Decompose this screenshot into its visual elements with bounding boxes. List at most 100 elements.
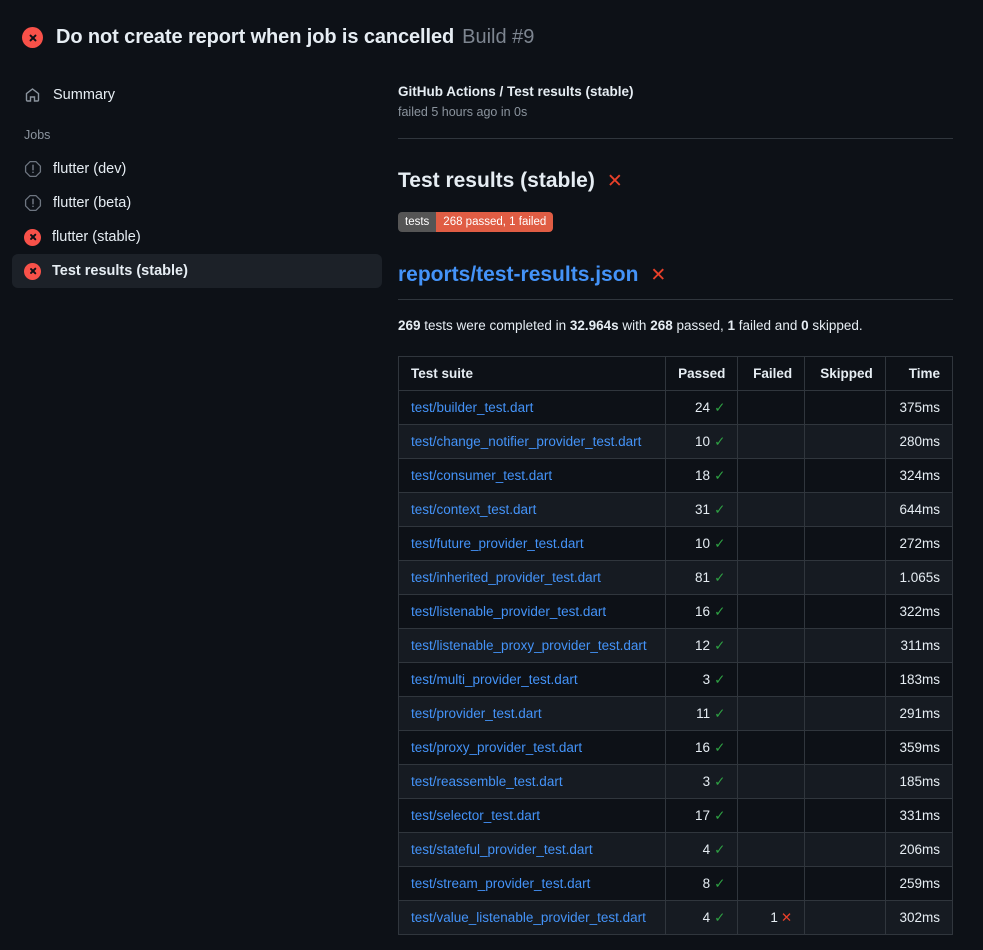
summary-total: 269 xyxy=(398,318,421,333)
cell-test-suite: test/listenable_proxy_provider_test.dart xyxy=(397,628,667,664)
cell-test-suite: test/future_provider_test.dart xyxy=(397,526,667,562)
test-suite-link[interactable]: test/builder_test.dart xyxy=(411,400,534,416)
cell-failed xyxy=(737,832,806,868)
cell-passed-value: 31 xyxy=(695,501,711,517)
cell-passed-value: 12 xyxy=(695,637,711,653)
sidebar-section-jobs: Jobs xyxy=(24,128,51,142)
test-suite-link[interactable]: test/consumer_test.dart xyxy=(411,468,553,484)
cell-skipped xyxy=(804,526,886,562)
cell-time-value: 324ms xyxy=(899,468,940,484)
summary-text-1: tests were completed in xyxy=(420,318,570,333)
check-icon: ✓ xyxy=(714,501,726,518)
cell-time-value: 280ms xyxy=(899,434,940,450)
sidebar-item-test-results-stable[interactable]: Test results (stable) xyxy=(12,254,382,288)
sidebar-item-flutter-beta[interactable]: flutter (beta) xyxy=(12,186,382,220)
home-icon xyxy=(24,87,41,103)
cell-test-suite: test/provider_test.dart xyxy=(397,696,667,732)
cell-time-value: 291ms xyxy=(899,706,940,722)
cell-passed-value: 10 xyxy=(695,535,711,551)
status-badge-label: tests xyxy=(398,212,437,232)
cell-skipped xyxy=(804,730,886,766)
cell-failed xyxy=(737,390,806,426)
test-suite-link[interactable]: test/proxy_provider_test.dart xyxy=(411,740,583,756)
test-suite-link[interactable]: test/future_provider_test.dart xyxy=(411,536,584,552)
table-row: test/inherited_provider_test.dart 81 ✓ 1.06… xyxy=(397,560,954,596)
check-icon: ✓ xyxy=(714,671,726,688)
section-title-text: Test results (stable) xyxy=(398,169,595,192)
cell-time: 644ms xyxy=(884,492,954,528)
test-suite-link[interactable]: test/value_listenable_provider_test.dart xyxy=(411,910,646,926)
cell-test-suite: test/multi_provider_test.dart xyxy=(397,662,667,698)
sidebar-item-label: flutter (dev) xyxy=(53,161,127,177)
cell-skipped xyxy=(804,458,886,494)
cell-time: 1.065s xyxy=(884,560,954,596)
cell-passed-value: 10 xyxy=(695,433,711,449)
test-suite-link[interactable]: test/stream_provider_test.dart xyxy=(411,876,591,892)
table-row: test/provider_test.dart 11 ✓ 291ms xyxy=(397,696,954,732)
check-icon: ✓ xyxy=(714,399,726,416)
test-suite-link[interactable]: test/multi_provider_test.dart xyxy=(411,672,578,688)
x-circle-icon xyxy=(22,27,43,48)
cell-failed-value: 1 xyxy=(770,909,778,925)
section-title: Test results (stable) ✕ xyxy=(398,169,953,193)
alert-octagon-icon xyxy=(24,194,42,212)
test-suite-link[interactable]: test/listenable_proxy_provider_test.dart xyxy=(411,638,647,654)
cell-time-value: 311ms xyxy=(900,638,940,654)
test-suite-link[interactable]: test/listenable_provider_test.dart xyxy=(411,604,607,620)
sidebar-item-flutter-stable[interactable]: flutter (stable) xyxy=(12,220,382,254)
column-header-passed: Passed xyxy=(665,356,739,392)
cell-passed: 4 ✓ xyxy=(665,832,739,868)
cell-passed-value: 11 xyxy=(696,705,711,721)
page-title: Do not create report when job is cancell… xyxy=(56,26,455,48)
table-row: test/context_test.dart 31 ✓ 644ms xyxy=(397,492,954,528)
test-suite-link[interactable]: test/provider_test.dart xyxy=(411,706,542,722)
column-header-test-suite: Test suite xyxy=(397,356,667,392)
cell-skipped xyxy=(804,492,886,528)
cell-passed: 18 ✓ xyxy=(665,458,739,494)
cell-passed: 16 ✓ xyxy=(665,594,739,630)
check-icon: ✓ xyxy=(714,535,726,552)
cell-passed-value: 16 xyxy=(695,739,711,755)
report-file-link[interactable]: reports/test-results.json xyxy=(398,263,639,286)
cell-skipped xyxy=(804,390,886,426)
cell-time: 311ms xyxy=(884,628,954,664)
cell-time: 280ms xyxy=(884,424,954,460)
cell-passed: 3 ✓ xyxy=(665,662,739,698)
cell-failed xyxy=(737,662,806,698)
cell-test-suite: test/value_listenable_provider_test.dart xyxy=(397,900,667,936)
summary-text-4: failed and xyxy=(735,318,802,333)
table-row: test/reassemble_test.dart 3 ✓ 185ms xyxy=(397,764,954,800)
test-suite-link[interactable]: test/selector_test.dart xyxy=(411,808,541,824)
cell-time-value: 259ms xyxy=(899,876,940,892)
sidebar-item-flutter-dev[interactable]: flutter (dev) xyxy=(12,152,382,186)
test-suite-link[interactable]: test/stateful_provider_test.dart xyxy=(411,842,593,858)
cell-passed: 4 ✓ xyxy=(665,900,739,936)
test-suite-link[interactable]: test/reassemble_test.dart xyxy=(411,774,563,790)
test-suite-link[interactable]: test/context_test.dart xyxy=(411,502,537,518)
cell-failed xyxy=(737,526,806,562)
cell-skipped xyxy=(804,832,886,868)
summary-duration: 32.964s xyxy=(569,318,619,333)
test-suite-link[interactable]: test/inherited_provider_test.dart xyxy=(411,570,601,586)
cell-skipped xyxy=(804,424,886,460)
cell-test-suite: test/consumer_test.dart xyxy=(397,458,667,494)
cell-skipped xyxy=(804,560,886,596)
cell-skipped xyxy=(804,900,886,936)
check-icon: ✓ xyxy=(714,569,726,586)
cell-passed-value: 8 xyxy=(702,875,711,891)
cell-time-value: 375ms xyxy=(899,400,940,416)
cell-time: 259ms xyxy=(884,866,954,902)
check-icon: ✓ xyxy=(714,875,726,892)
sidebar-item-summary[interactable]: Summary xyxy=(12,78,382,112)
cell-time-value: 272ms xyxy=(899,536,940,552)
test-suite-link[interactable]: test/change_notifier_provider_test.dart xyxy=(411,434,642,450)
report-file-title[interactable]: reports/test-results.json ✕ xyxy=(398,263,953,287)
cell-passed: 10 ✓ xyxy=(665,424,739,460)
cell-passed-value: 4 xyxy=(702,909,711,925)
cell-failed xyxy=(737,730,806,766)
cell-passed: 12 ✓ xyxy=(665,628,739,664)
table-row: test/stream_provider_test.dart 8 ✓ 259ms xyxy=(397,866,954,902)
column-header-failed: Failed xyxy=(737,356,806,392)
cell-skipped xyxy=(804,696,886,732)
